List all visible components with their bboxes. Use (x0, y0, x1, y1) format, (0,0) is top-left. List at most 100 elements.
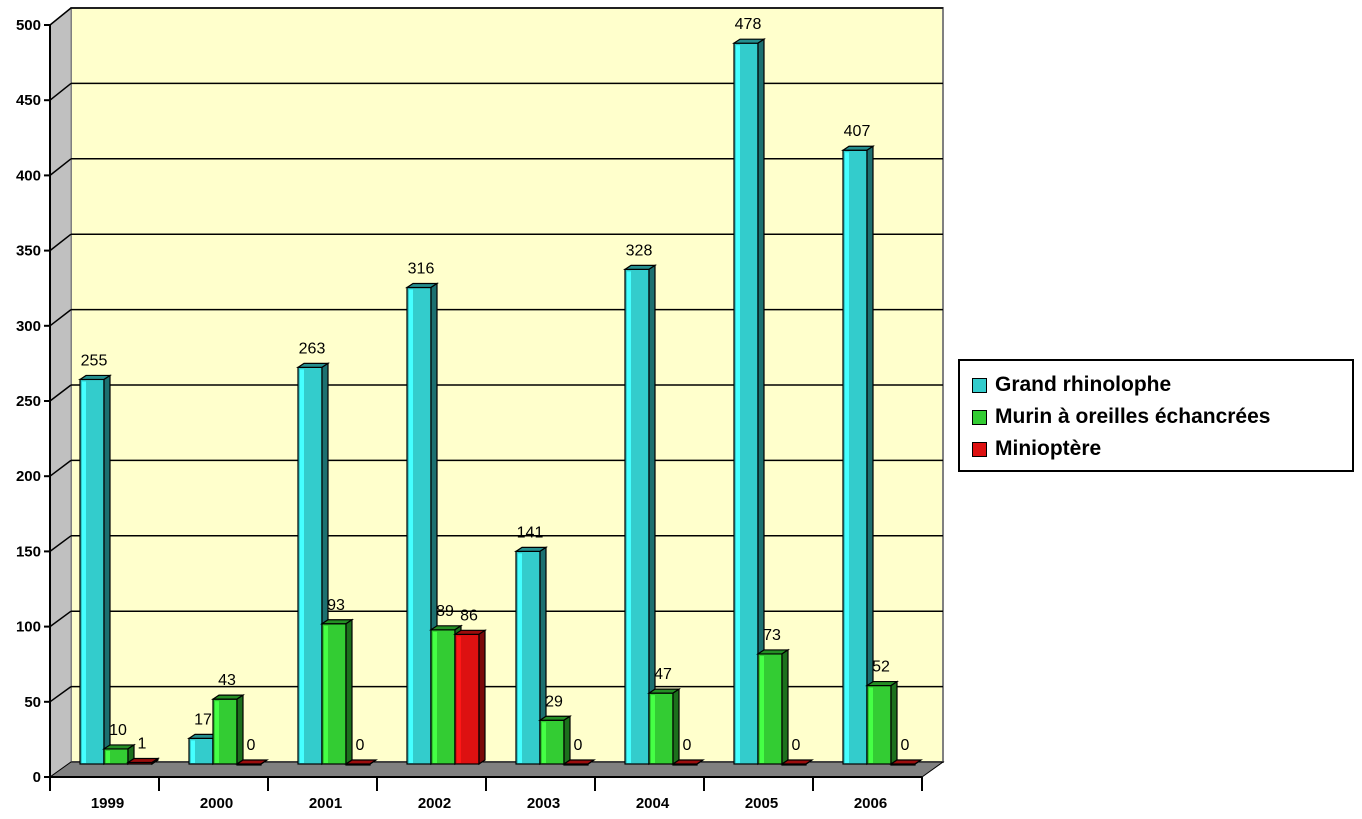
gridline-side (49, 610, 72, 628)
bar-side (672, 688, 680, 766)
bar (671, 759, 705, 766)
bar (780, 759, 814, 766)
x-tick-label: 2003 (527, 795, 560, 812)
legend-swatch (972, 377, 987, 393)
bar-highlight (300, 369, 304, 763)
bar-highlight (433, 631, 437, 763)
data-label: 0 (356, 737, 365, 754)
bar-side (151, 757, 159, 766)
legend-label: Murin à oreilles échancrées (995, 405, 1271, 428)
bar (126, 757, 160, 766)
bars (78, 38, 923, 766)
legend-label: Minioptère (995, 437, 1102, 460)
y-tick-label: 100 (16, 619, 41, 636)
bar-highlight (82, 381, 86, 763)
data-label: 73 (763, 627, 781, 644)
bar-highlight (215, 701, 219, 763)
data-label: 17 (194, 711, 212, 728)
y-tick-labels: 0 50 100 150 200 250 300 350 400 450 500 (16, 17, 41, 786)
data-label: 1 (138, 735, 147, 752)
bar (78, 374, 112, 766)
gridline-side (49, 459, 72, 477)
bar (538, 715, 572, 766)
bar-highlight (736, 45, 740, 763)
y-tick-label: 50 (24, 694, 41, 711)
y-tick-label: 150 (16, 543, 41, 560)
data-label: 478 (735, 16, 762, 33)
bar-side (890, 680, 898, 766)
plot-walls (48, 6, 945, 778)
x-tick-labels: 1999 2000 2001 2002 2003 2004 2005 2006 (91, 795, 887, 812)
axes (44, 24, 923, 791)
gridline-side (49, 535, 72, 553)
data-labels: 255 10 1 17 43 0 263 93 0 316 89 86 141 29 0 328 47 0 478 7… (81, 16, 910, 754)
legend-swatch (972, 441, 987, 457)
data-label: 0 (247, 737, 256, 754)
bar-highlight (457, 636, 461, 763)
y-tick-label: 350 (16, 243, 41, 260)
bar-highlight (409, 289, 413, 763)
y-tick-label: 500 (16, 17, 41, 34)
bar-side (260, 759, 268, 765)
y-tick-label: 400 (16, 167, 41, 184)
x-tick-label: 2000 (200, 795, 233, 812)
gridline-side (49, 384, 72, 402)
data-label: 43 (218, 672, 236, 689)
legend-item-murin: Murin à oreilles échancrées (972, 401, 1352, 433)
gridlines (49, 7, 943, 703)
data-label: 141 (517, 524, 544, 541)
legend: Grand rhinolophe Murin à oreilles échanc… (958, 359, 1354, 472)
bar (344, 759, 378, 766)
legend-label: Grand rhinolophe (995, 373, 1172, 396)
floor (48, 761, 945, 778)
bar-side (345, 618, 353, 766)
data-label: 407 (844, 123, 871, 140)
bar (405, 282, 439, 766)
bar-highlight (760, 655, 764, 763)
bar (562, 759, 596, 766)
legend-item-grand-rhinolophe: Grand rhinolophe (972, 369, 1352, 401)
x-tick-label: 2004 (636, 795, 670, 812)
x-tick-label: 2001 (309, 795, 342, 812)
bar-side (236, 694, 244, 766)
y-tick-label: 450 (16, 92, 41, 109)
bar-highlight (845, 152, 849, 763)
bar-highlight (191, 740, 195, 763)
bar-side (781, 648, 789, 766)
bar (889, 759, 923, 766)
bar (320, 618, 354, 766)
bar-side (563, 715, 571, 766)
x-tick-label: 2005 (745, 795, 778, 812)
bar (647, 688, 681, 766)
bar-side (914, 759, 922, 765)
gridline-side (49, 233, 72, 252)
data-label: 47 (654, 666, 672, 683)
bar-highlight (542, 722, 546, 763)
bar (756, 648, 790, 766)
data-label: 52 (872, 659, 890, 676)
bar-side (696, 759, 704, 765)
bar (841, 145, 875, 766)
gridline-side (49, 158, 72, 176)
legend-swatch (972, 409, 987, 425)
data-label: 93 (327, 597, 345, 614)
data-label: 10 (109, 722, 127, 739)
bar-highlight (518, 553, 522, 763)
bar (514, 546, 548, 766)
bar (865, 680, 899, 766)
data-label: 29 (545, 693, 563, 710)
data-label: 316 (408, 260, 435, 277)
data-label: 0 (683, 737, 692, 754)
data-label: 263 (299, 340, 326, 357)
data-label: 0 (901, 737, 910, 754)
y-tick-label: 200 (16, 468, 41, 485)
bar-highlight (627, 271, 631, 763)
x-tick-label: 1999 (91, 795, 124, 812)
bar-side (587, 759, 595, 765)
bar (453, 629, 487, 766)
y-tick-label: 250 (16, 393, 41, 410)
data-label: 328 (626, 242, 653, 259)
y-tick-label: 300 (16, 318, 41, 335)
data-label: 0 (792, 737, 801, 754)
